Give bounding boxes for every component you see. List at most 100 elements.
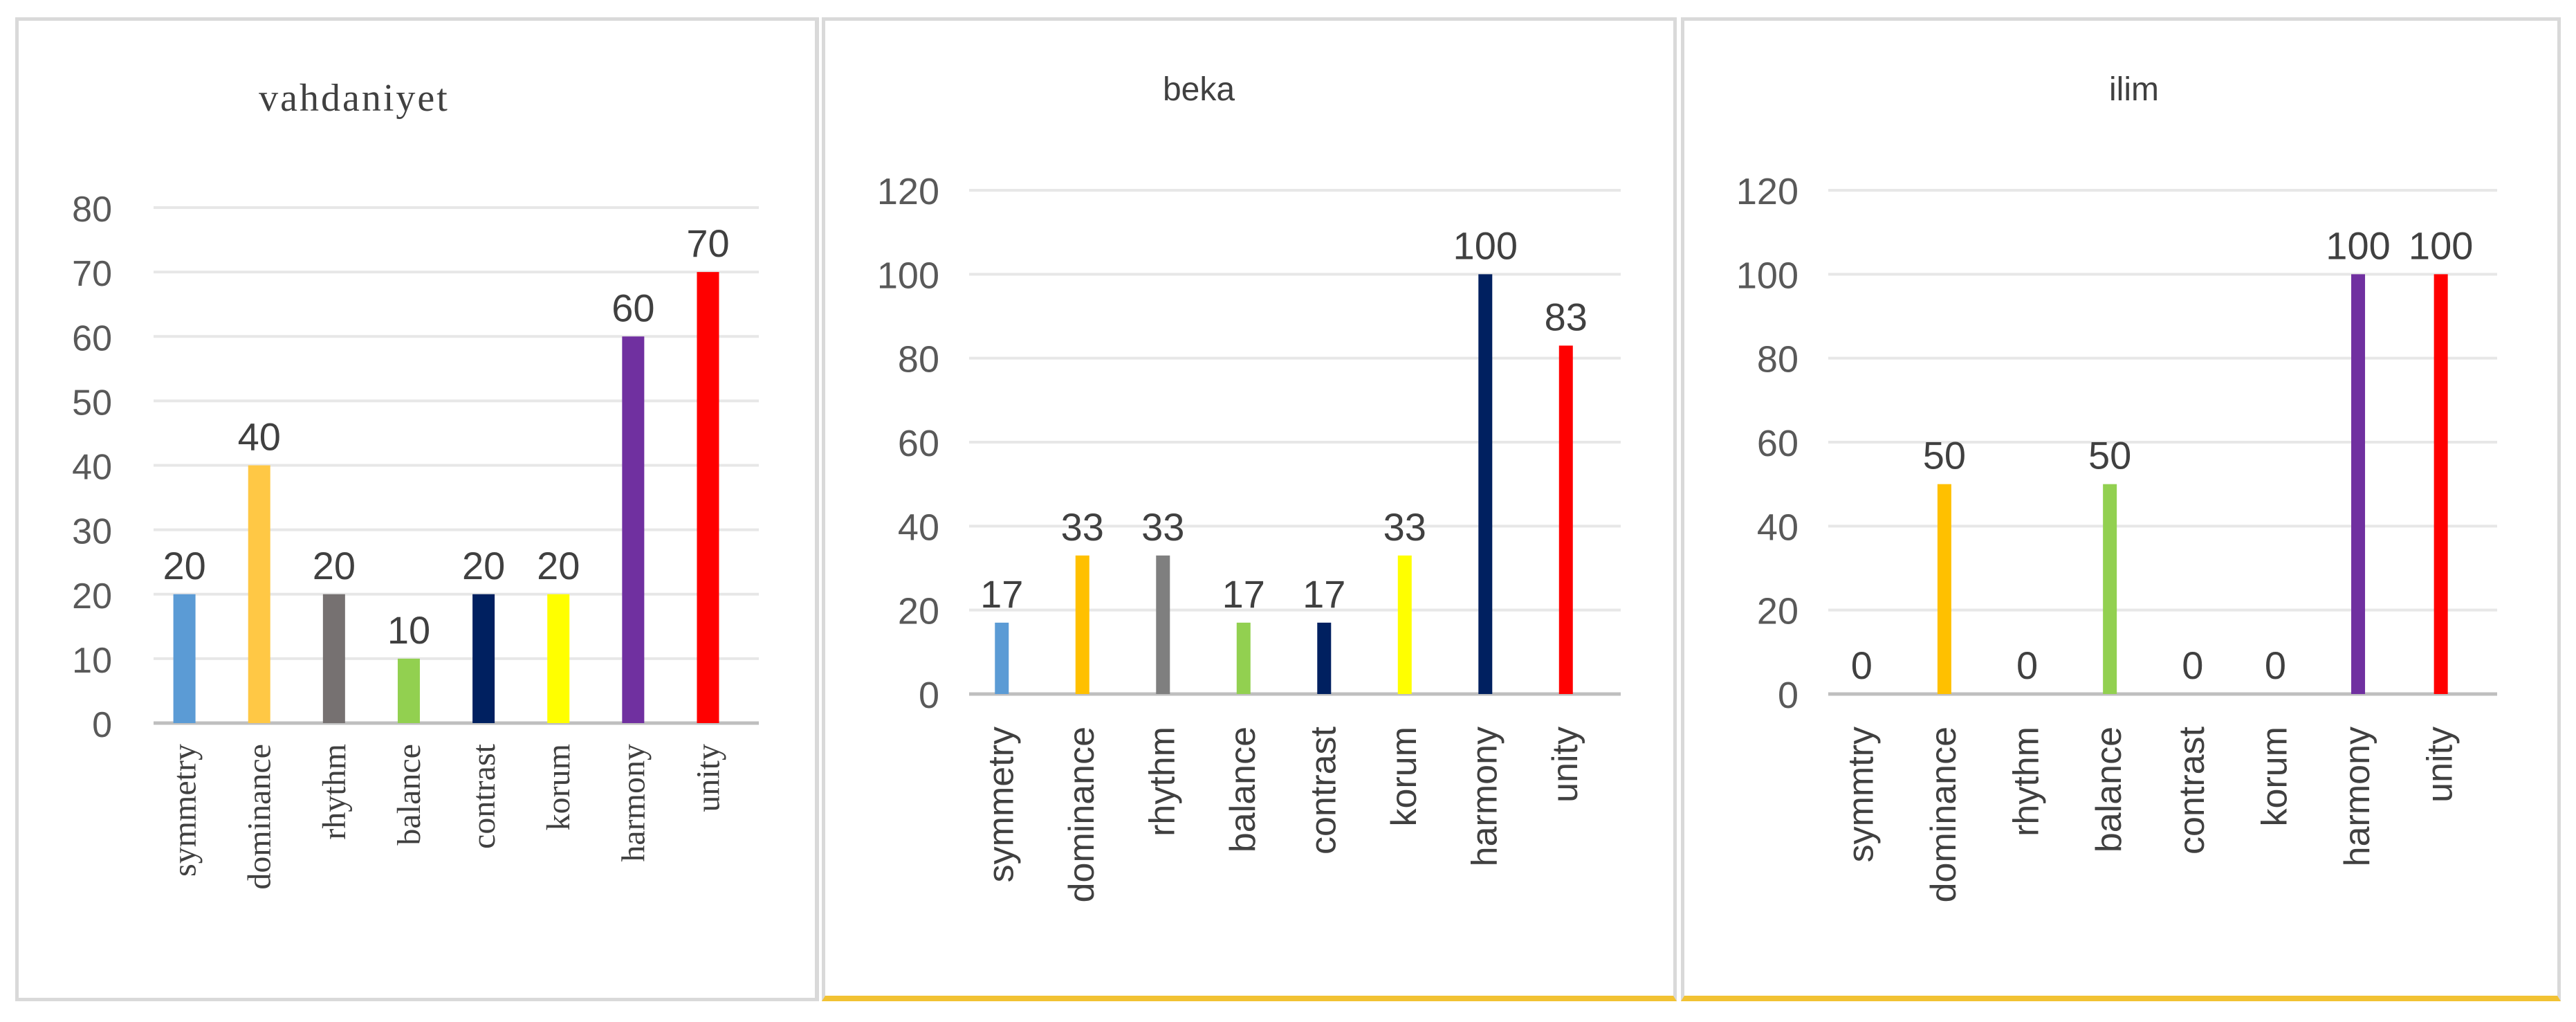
y-tick-label: 20 [72, 576, 112, 617]
data-label: 100 [2409, 223, 2473, 267]
bar-dominance [248, 465, 270, 723]
x-tick-label: korum [540, 744, 577, 830]
bar-chart-vahdaniyet: vahdaniyet 0 10 20 30 40 50 60 70 80 20 symmetry 40… [72, 77, 759, 890]
y-tick-label: 70 [72, 254, 112, 294]
bar-symmetry [173, 594, 196, 723]
data-label: 70 [686, 221, 729, 265]
chart-title: vahdaniyet [259, 77, 450, 120]
x-tick-label: dominance [1062, 727, 1102, 902]
bar-unity [1558, 345, 1573, 694]
y-tick-label: 120 [1736, 171, 1798, 212]
data-label: 20 [537, 544, 580, 587]
data-label: 0 [2182, 644, 2203, 687]
x-tick-label: unity [2420, 727, 2460, 803]
x-tick-label: dominance [1924, 727, 1964, 902]
y-tick-label: 60 [1757, 423, 1798, 464]
x-tick-label: contrast [466, 743, 502, 849]
x-tick-label: symmtry [1841, 727, 1881, 862]
x-tick-label: dominance [241, 744, 278, 890]
bar-symmetry [995, 622, 1009, 694]
chart-title: beka [1163, 71, 1235, 108]
y-tick-label: 60 [72, 318, 112, 358]
x-tick-label: unity [690, 744, 726, 812]
bar-chart-ilim: ilim 0 20 40 60 80 100 120 0 symmtry 50 dominance 0… [1736, 71, 2497, 902]
x-tick-label: contrast [2172, 726, 2212, 855]
y-tick-label: 100 [1736, 255, 1798, 296]
chart-panel-ilim: ilim 0 20 40 60 80 100 120 0 symmtry 50 dominance 0… [1681, 17, 2561, 1001]
x-tick-label: harmony [1464, 727, 1505, 866]
x-tick-label: balance [2089, 727, 2129, 852]
bar-rhythm [1156, 555, 1170, 694]
x-tick-label: harmony [2337, 727, 2377, 866]
bar-dominance [1075, 555, 1089, 694]
bar-harmony [1478, 274, 1493, 694]
x-tick-label: harmony [615, 744, 652, 862]
y-tick-label: 0 [919, 675, 939, 716]
y-tick-label: 10 [72, 641, 112, 681]
data-label: 17 [1303, 572, 1345, 616]
x-tick-label: symmetry [167, 744, 203, 877]
data-label: 100 [1453, 223, 1518, 267]
data-label: 10 [387, 608, 430, 652]
chart-panel-vahdaniyet: vahdaniyet 0 10 20 30 40 50 60 70 80 20 symmetry 40… [15, 17, 819, 1001]
y-tick-label: 80 [898, 339, 939, 381]
bar-unity [697, 272, 719, 723]
y-tick-label: 50 [72, 383, 112, 423]
bar-contrast [1317, 622, 1332, 694]
data-label: 50 [2088, 434, 2131, 477]
data-label: 60 [611, 286, 654, 329]
data-label: 33 [1061, 505, 1104, 549]
x-tick-label: balance [1223, 727, 1263, 852]
data-label: 50 [1923, 434, 1966, 477]
y-tick-label: 0 [92, 705, 112, 745]
x-tick-label: symmetry [981, 727, 1021, 882]
data-label: 40 [238, 415, 281, 459]
data-label: 20 [462, 544, 505, 587]
x-tick-label: korum [1384, 727, 1424, 826]
data-label: 0 [2265, 644, 2286, 687]
bar-contrast [472, 594, 495, 723]
x-tick-label: contrast [1303, 726, 1343, 855]
y-tick-label: 0 [1778, 675, 1798, 716]
data-label: 20 [163, 544, 205, 587]
data-label: 33 [1383, 505, 1426, 549]
chart-panel-beka: beka 0 20 40 60 80 100 120 17 symmetry 33 dominanc… [822, 17, 1677, 1001]
y-tick-label: 100 [877, 255, 939, 296]
bar-harmony [2351, 274, 2366, 694]
data-label: 20 [313, 544, 356, 587]
y-tick-label: 20 [1757, 591, 1798, 632]
bar-balance [2103, 484, 2117, 694]
y-tick-label: 40 [898, 507, 939, 548]
bar-korum [1397, 555, 1412, 694]
data-label: 100 [2326, 223, 2390, 267]
x-tick-label: rhythm [316, 744, 353, 840]
x-tick-label: rhythm [1142, 727, 1182, 837]
y-tick-label: 40 [1757, 507, 1798, 548]
y-tick-label: 80 [1757, 339, 1798, 381]
bar-dominance [1937, 484, 1951, 694]
y-tick-label: 120 [877, 171, 939, 212]
x-tick-label: balance [391, 744, 427, 846]
y-tick-label: 30 [72, 512, 112, 552]
bar-harmony [622, 336, 645, 723]
data-label: 17 [1222, 572, 1265, 616]
y-tick-label: 20 [898, 591, 939, 632]
chart-title: ilim [2109, 71, 2159, 108]
y-tick-label: 80 [72, 190, 112, 230]
x-tick-label: unity [1545, 727, 1585, 803]
data-label: 33 [1141, 505, 1184, 549]
data-label: 0 [2016, 644, 2038, 687]
data-label: 17 [980, 572, 1023, 616]
bar-balance [397, 658, 420, 723]
bar-chart-beka: beka 0 20 40 60 80 100 120 17 symmetry 33 dominanc… [877, 71, 1621, 902]
x-tick-label: korum [2254, 727, 2294, 826]
data-label: 83 [1545, 295, 1588, 338]
y-tick-label: 60 [898, 423, 939, 464]
bar-balance [1236, 622, 1251, 694]
y-tick-label: 40 [72, 448, 112, 488]
bar-unity [2434, 274, 2448, 694]
x-tick-label: rhythm [2007, 727, 2047, 837]
bar-rhythm [322, 594, 345, 723]
data-label: 0 [1851, 644, 1873, 687]
bar-korum [547, 594, 570, 723]
